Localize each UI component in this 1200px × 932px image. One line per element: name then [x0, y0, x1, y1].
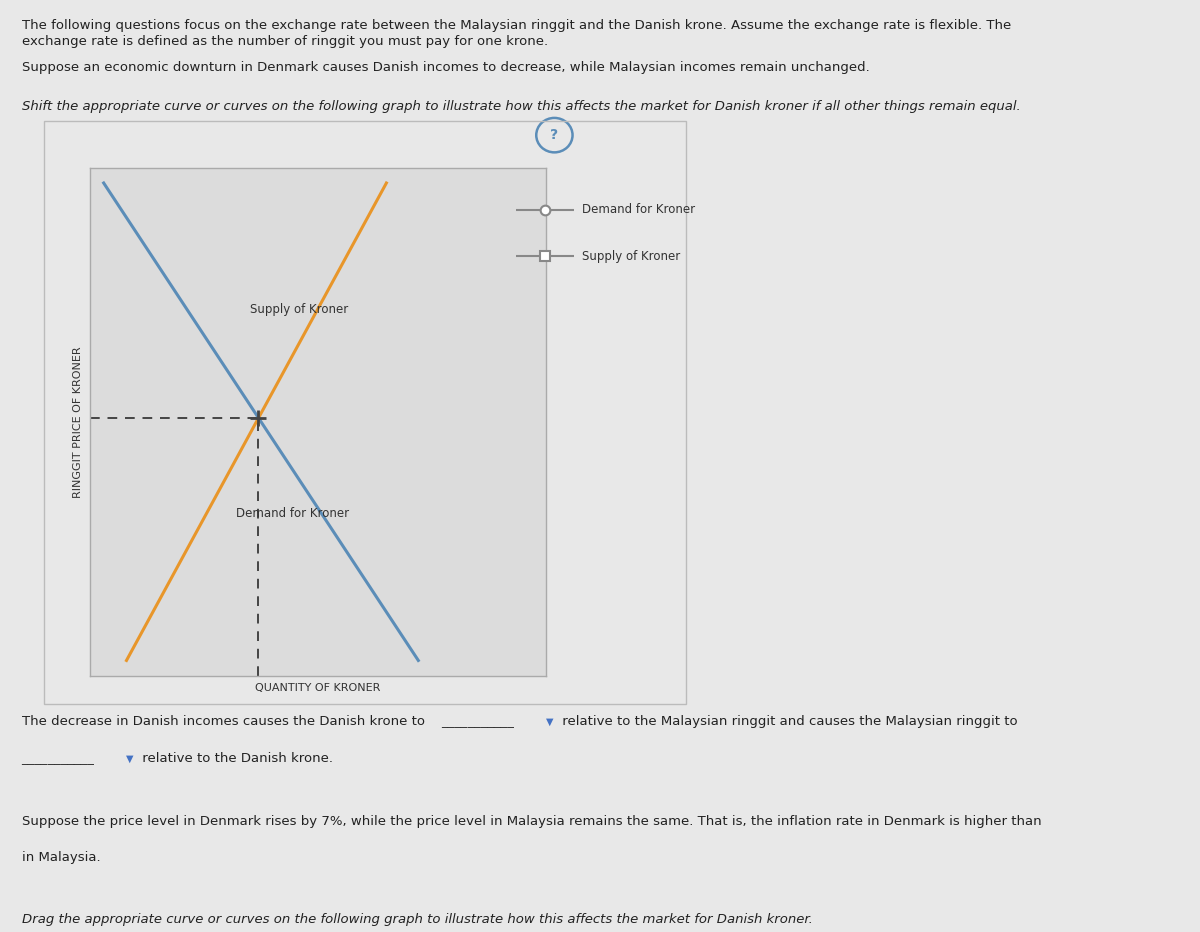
- Text: relative to the Danish krone.: relative to the Danish krone.: [138, 752, 334, 765]
- Text: Demand for Kroner: Demand for Kroner: [582, 203, 695, 216]
- Text: ▼: ▼: [126, 754, 133, 764]
- Text: Drag the appropriate curve or curves on the following graph to illustrate how th: Drag the appropriate curve or curves on …: [22, 913, 812, 926]
- Text: Demand for Kroner: Demand for Kroner: [236, 507, 349, 520]
- Text: Supply of Kroner: Supply of Kroner: [250, 304, 348, 317]
- Text: ▼: ▼: [546, 717, 553, 727]
- Text: Suppose the price level in Denmark rises by 7%, while the price level in Malaysi: Suppose the price level in Denmark rises…: [22, 816, 1042, 829]
- Text: relative to the Malaysian ringgit and causes the Malaysian ringgit to: relative to the Malaysian ringgit and ca…: [558, 715, 1018, 728]
- Text: ___________: ___________: [22, 752, 95, 765]
- Text: exchange rate is defined as the number of ringgit you must pay for one krone.: exchange rate is defined as the number o…: [22, 35, 547, 48]
- Text: The decrease in Danish incomes causes the Danish krone to: The decrease in Danish incomes causes th…: [22, 715, 433, 728]
- Text: Shift the appropriate curve or curves on the following graph to illustrate how t: Shift the appropriate curve or curves on…: [22, 100, 1020, 113]
- Text: Supply of Kroner: Supply of Kroner: [582, 250, 680, 263]
- Y-axis label: RINGGIT PRICE OF KRONER: RINGGIT PRICE OF KRONER: [73, 346, 83, 498]
- Text: in Malaysia.: in Malaysia.: [22, 851, 101, 864]
- Text: ___________: ___________: [442, 715, 515, 728]
- X-axis label: QUANTITY OF KRONER: QUANTITY OF KRONER: [256, 682, 380, 692]
- Text: ?: ?: [551, 128, 558, 143]
- Text: The following questions focus on the exchange rate between the Malaysian ringgit: The following questions focus on the exc…: [22, 19, 1010, 32]
- Text: Suppose an economic downturn in Denmark causes Danish incomes to decrease, while: Suppose an economic downturn in Denmark …: [22, 61, 869, 74]
